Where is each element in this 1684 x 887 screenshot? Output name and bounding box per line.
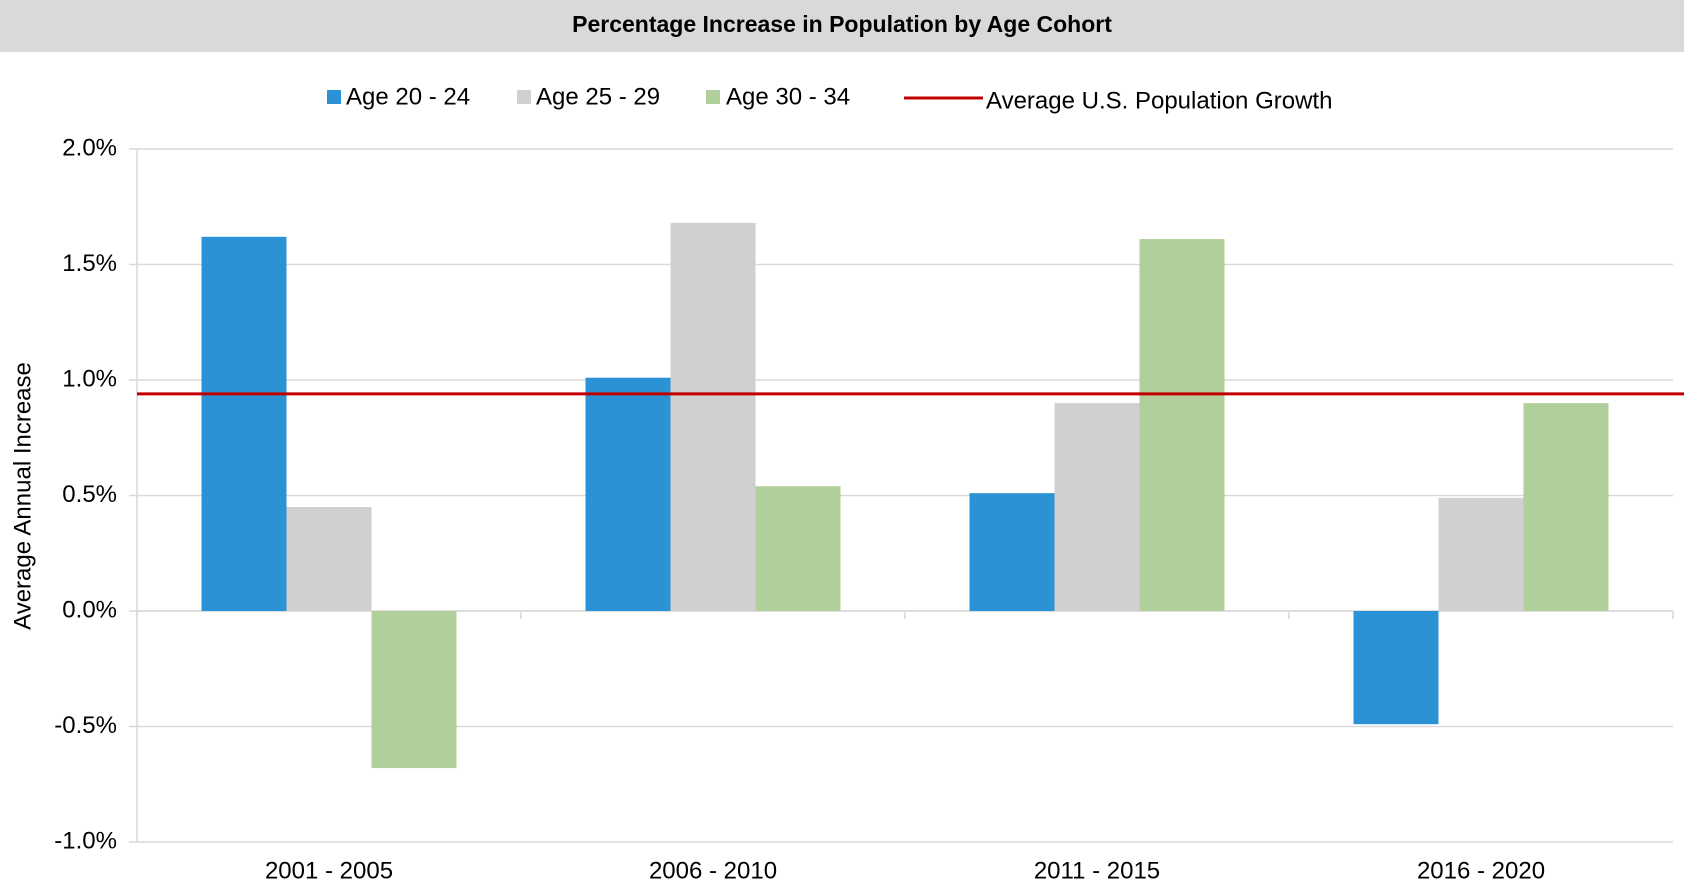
- bar: [371, 611, 457, 769]
- legend-swatch: [517, 90, 531, 104]
- chart-title: Percentage Increase in Population by Age…: [572, 11, 1112, 37]
- x-tick-label: 2011 - 2015: [1034, 857, 1160, 884]
- title-bar: [0, 0, 1684, 52]
- bar: [1353, 611, 1439, 725]
- legend-label: Age 30 - 34: [726, 83, 850, 110]
- legend-swatch: [706, 90, 720, 104]
- y-tick-label: -1.0%: [54, 827, 117, 854]
- y-tick-label: 2.0%: [62, 134, 117, 161]
- legend-swatch: [327, 90, 341, 104]
- bar: [969, 493, 1055, 611]
- x-tick-label: 2001 - 2005: [265, 857, 393, 884]
- legend-label: Average U.S. Population Growth: [986, 87, 1332, 114]
- legend-label: Age 20 - 24: [346, 83, 470, 110]
- y-tick-label: 1.0%: [62, 365, 117, 392]
- bar: [1139, 239, 1225, 611]
- y-tick-label: 0.0%: [62, 596, 117, 623]
- x-tick-label: 2006 - 2010: [649, 857, 777, 884]
- y-tick-label: -0.5%: [54, 712, 117, 739]
- bar: [1523, 403, 1609, 611]
- y-tick-label: 0.5%: [62, 481, 117, 508]
- x-tick-label: 2016 - 2020: [1417, 857, 1545, 884]
- bar: [286, 507, 372, 611]
- bar: [670, 222, 756, 612]
- bar: [201, 236, 287, 611]
- bar: [1054, 403, 1140, 611]
- bar: [585, 377, 671, 611]
- y-tick-label: 1.5%: [62, 250, 117, 277]
- bar: [1438, 497, 1524, 611]
- y-axis-label: Average Annual Increase: [9, 362, 36, 630]
- bar: [755, 486, 841, 611]
- legend-label: Age 25 - 29: [536, 83, 660, 110]
